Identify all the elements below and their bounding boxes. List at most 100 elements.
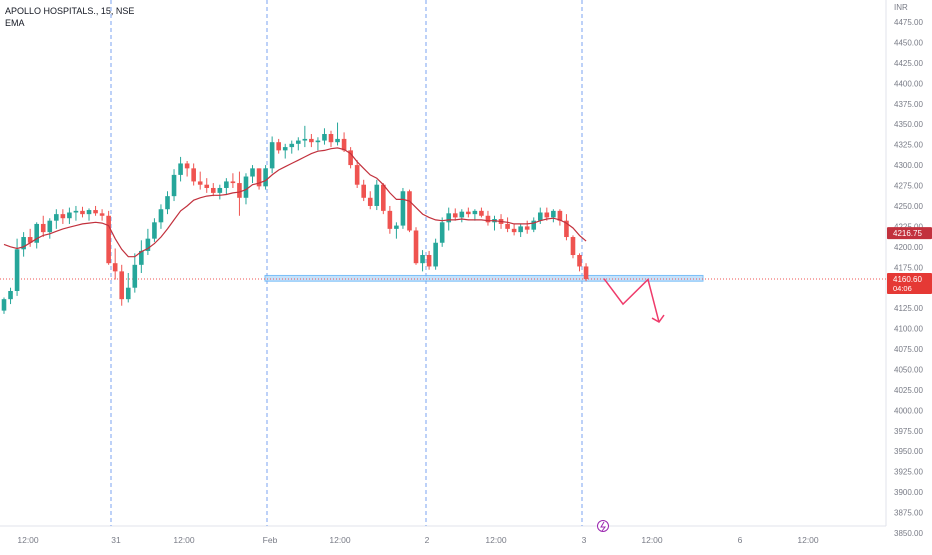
candle-body-64: [420, 255, 425, 264]
y-tick-label: 4175.00: [894, 263, 923, 272]
y-tick-label: 3975.00: [894, 427, 923, 436]
candle-body-79: [518, 226, 523, 233]
candle-body-30: [197, 181, 203, 185]
symbol-title: APOLLO HOSPITALS., 15, NSE: [5, 6, 135, 16]
candle-body-67: [439, 222, 445, 243]
currency-label: INR: [894, 3, 908, 12]
y-tick-label: 4100.00: [894, 325, 923, 334]
x-tick-label: 12:00: [485, 535, 507, 545]
ema-line: [3, 147, 587, 258]
candle-body-51: [335, 138, 340, 143]
candle-body-69: [452, 213, 458, 218]
candle-body-61: [400, 191, 406, 226]
x-tick-label: 12:00: [173, 535, 195, 545]
candle-body-47: [309, 138, 314, 143]
candle-body-28: [184, 163, 190, 169]
candle-body-20: [132, 264, 138, 288]
last-price-text: 4160.60: [893, 275, 922, 284]
candle-body-2: [14, 249, 20, 291]
candle-body-49: [322, 134, 327, 141]
candle-body-50: [328, 134, 334, 143]
candle-body-29: [191, 168, 196, 182]
candle-body-42: [276, 142, 281, 151]
candle-body-33: [217, 187, 223, 193]
support-zone: [264, 274, 704, 282]
y-tick-label: 4300.00: [894, 161, 923, 170]
x-tick-label: 12:00: [17, 535, 39, 545]
candle-body-82: [537, 212, 543, 221]
y-tick-label: 3950.00: [894, 447, 923, 456]
candle-body-58: [381, 184, 386, 211]
candle-body-86: [564, 220, 569, 238]
candle-body-83: [544, 212, 550, 218]
candle-body-80: [524, 226, 530, 230]
projection-arrow-head: [651, 314, 665, 324]
y-tick-label: 4200.00: [894, 243, 923, 252]
candle-body-59: [387, 210, 393, 229]
candle-body-14: [93, 210, 98, 214]
candle-body-27: [178, 163, 183, 175]
candle-body-77: [505, 223, 510, 229]
y-tick-label: 3925.00: [894, 468, 923, 477]
candle-body-45: [296, 140, 301, 144]
candle-body-40: [263, 168, 268, 187]
x-tick-label: 2: [425, 535, 430, 545]
candle-body-66: [433, 242, 438, 267]
candle-body-16: [106, 215, 111, 264]
candle-body-4: [27, 237, 33, 243]
last-price-badge: [887, 273, 932, 295]
x-tick-label: 31: [111, 535, 121, 545]
candle-body-37: [243, 176, 249, 198]
candle-body-3: [21, 237, 26, 250]
y-tick-label: 4275.00: [894, 182, 923, 191]
y-tick-label: 4450.00: [894, 38, 923, 47]
candle-body-55: [361, 184, 366, 198]
candle-body-6: [40, 223, 46, 233]
indicator-label: EMA: [5, 18, 25, 28]
candle-body-19: [125, 287, 131, 300]
candle-body-73: [479, 210, 484, 216]
candle-body-24: [158, 209, 164, 223]
x-tick-label: Feb: [263, 535, 278, 545]
y-tick-label: 4475.00: [894, 18, 923, 27]
candle-body-53: [348, 150, 353, 166]
candle-body-54: [354, 165, 360, 185]
candle-body-12: [80, 210, 85, 215]
candle-body-43: [282, 147, 288, 151]
y-tick-label: 4000.00: [894, 406, 923, 415]
candle-body-78: [511, 228, 517, 233]
candle-body-21: [139, 250, 144, 265]
ema-price-text: 4216.75: [893, 229, 922, 238]
candle-body-48: [315, 140, 321, 143]
candle-body-65: [426, 255, 432, 267]
x-tick-label: 6: [738, 535, 743, 545]
y-tick-label: 4350.00: [894, 120, 923, 129]
candle-body-32: [210, 187, 216, 193]
y-tick-label: 4375.00: [894, 100, 923, 109]
candle-body-25: [165, 196, 170, 210]
candle-body-70: [459, 211, 465, 218]
candle-body-74: [485, 215, 491, 223]
candle-body-31: [204, 184, 210, 188]
chart-legend: APOLLO HOSPITALS., 15, NSE EMA: [5, 5, 134, 29]
y-tick-label: 4250.00: [894, 202, 923, 211]
y-tick-label: 4425.00: [894, 59, 923, 68]
candle-body-9: [60, 214, 66, 219]
candle-body-89: [583, 266, 589, 280]
candle-body-15: [99, 213, 105, 216]
y-tick-label: 4400.00: [894, 79, 923, 88]
candle-body-13: [86, 210, 92, 215]
candle-body-1: [8, 290, 13, 300]
y-tick-label: 4050.00: [894, 365, 923, 374]
candle-body-56: [367, 197, 373, 206]
candle-body-87: [570, 237, 576, 256]
lightning-icon[interactable]: [597, 520, 609, 532]
candle-body-34: [224, 181, 229, 188]
candle-body-85: [557, 210, 563, 221]
candle-body-57: [374, 184, 380, 206]
projection-arrow-path: [603, 278, 660, 323]
candle-body-11: [73, 210, 79, 213]
x-tick-label: 12:00: [329, 535, 351, 545]
